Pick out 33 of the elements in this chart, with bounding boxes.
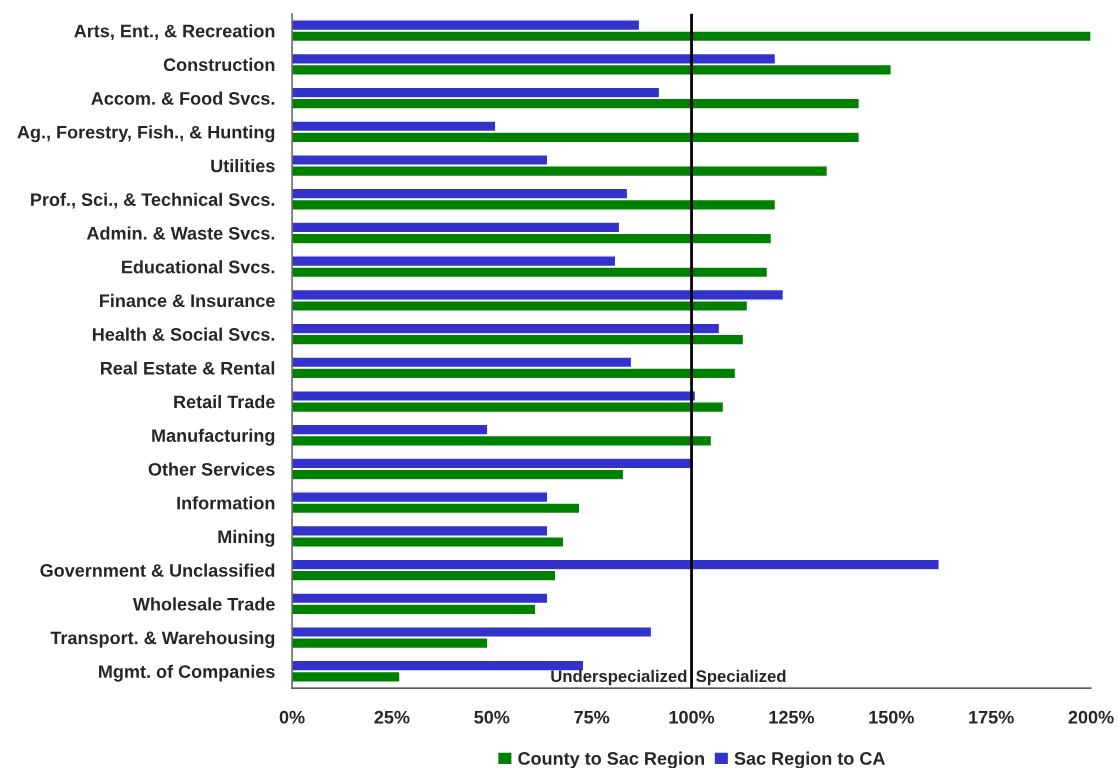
y-tick-label: Utilities xyxy=(211,159,275,173)
x-tick-label: 50% xyxy=(474,710,510,724)
x-tick-label: 125% xyxy=(769,710,815,724)
annotation: Specialized xyxy=(696,669,786,686)
x-tick-label: 100% xyxy=(669,710,715,724)
y-tick-label: Government & Unclassified xyxy=(40,563,275,577)
y-tick-label: Health & Social Svcs. xyxy=(92,327,275,341)
x-tick-label: 150% xyxy=(869,710,914,724)
y-tick-label: Construction xyxy=(163,57,275,72)
y-tick-label: Ag., Forestry, Fish., & Hunting xyxy=(17,125,275,143)
y-tick-label: Accom. & Food Svcs. xyxy=(91,91,275,105)
y-tick-label: Arts, Ent., & Recreation xyxy=(74,24,275,41)
y-tick-label: Manufacturing xyxy=(152,428,275,446)
legend-label: Sac Region to CA xyxy=(734,751,885,768)
y-tick-label: Other Services xyxy=(148,462,275,476)
y-tick-label: Wholesale Trade xyxy=(132,597,275,611)
x-tick-label: 200% xyxy=(1068,710,1114,724)
legend-label: County to Sac Region xyxy=(518,751,704,768)
y-tick-label: Real Estate & Rental xyxy=(101,361,275,375)
y-tick-label: Mgmt. of Companies xyxy=(99,664,275,682)
y-tick-label: Finance & Insurance xyxy=(100,293,275,308)
x-tick-label: 0% xyxy=(279,710,305,724)
annotation: Underspecialized xyxy=(551,669,687,686)
y-tick-label: Mining xyxy=(218,529,275,547)
x-tick-label: 175% xyxy=(969,710,1014,724)
y-tick-label: Admin. & Waste Svcs. xyxy=(86,226,275,240)
x-tick-label: 25% xyxy=(374,710,410,724)
y-tick-label: Transport. & Warehousing xyxy=(50,631,275,648)
y-tick-label: Information xyxy=(177,496,275,510)
y-tick-label: Retail Trade xyxy=(174,395,275,409)
y-tick-label: Prof., Sci., & Technical Svcs. xyxy=(31,192,275,209)
y-tick-label: Educational Svcs. xyxy=(122,260,275,274)
x-tick-label: 75% xyxy=(574,710,610,724)
